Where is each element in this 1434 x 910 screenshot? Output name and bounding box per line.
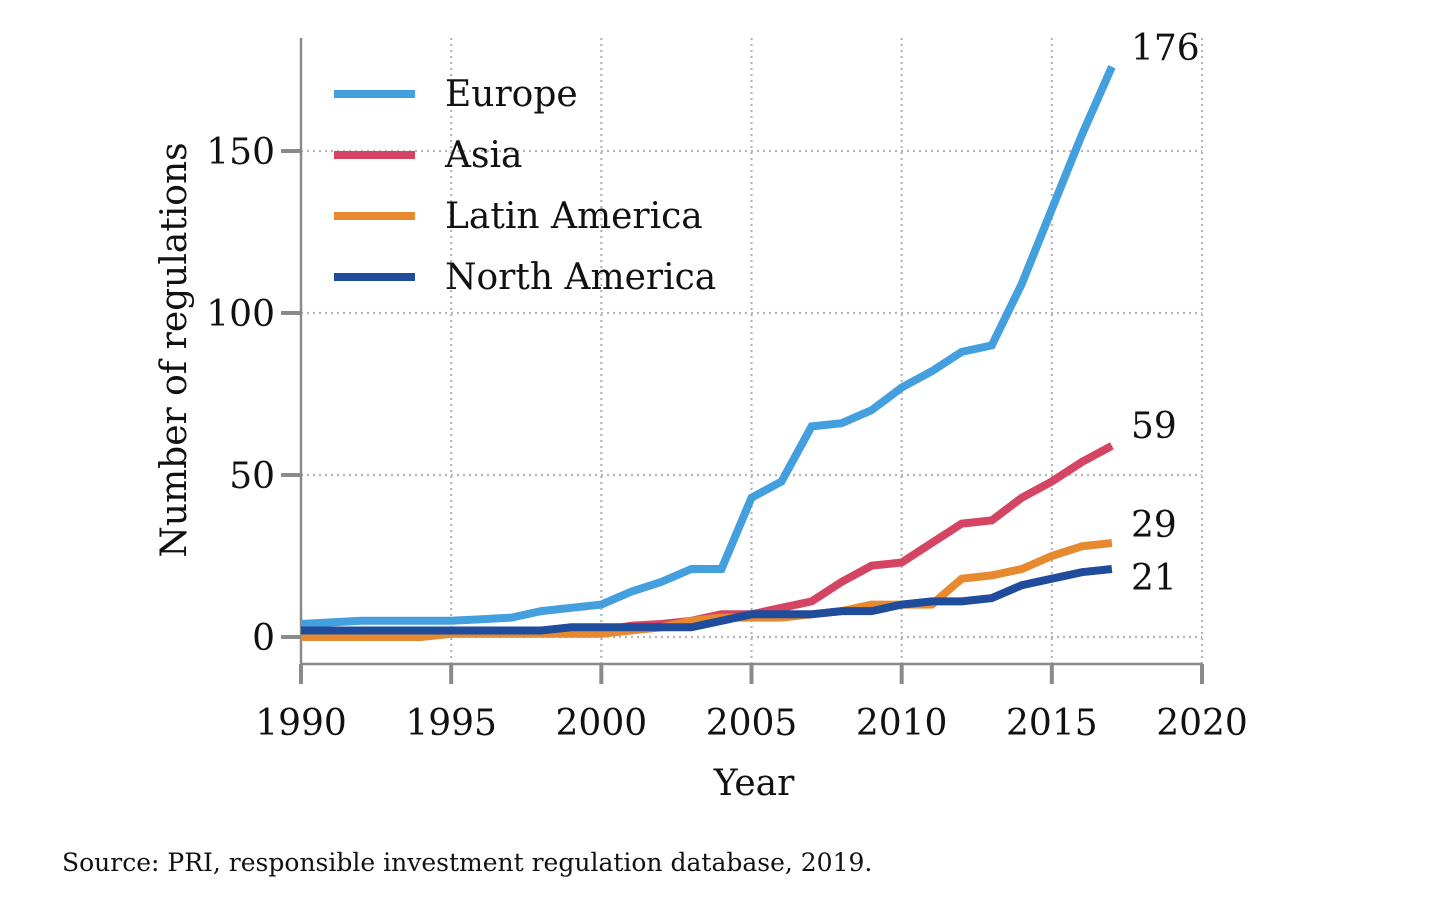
x-tick-label: 1990	[255, 703, 347, 744]
x-axis-title: Year	[713, 763, 795, 804]
series-line-europe	[300, 65, 1116, 628]
grid	[301, 38, 1204, 664]
end-label: 176	[1131, 28, 1200, 69]
legend-item: Asia	[334, 135, 522, 176]
series-line-asia	[301, 442, 1114, 635]
legend-item: Europe	[334, 74, 578, 115]
legend-label: North America	[445, 257, 716, 298]
y-tick-label: 100	[206, 294, 275, 335]
end-label: 29	[1131, 505, 1177, 546]
axes: 1990 1995 2000 2005 2010 2015 2020 0 50 100 150	[206, 38, 1248, 744]
x-tick-label: 2020	[1156, 703, 1248, 744]
legend-label: Latin America	[445, 196, 703, 237]
series-lines	[300, 65, 1116, 641]
end-labels: 176 59 29 21	[1131, 28, 1200, 599]
x-tick-label: 2010	[856, 703, 948, 744]
y-tick-label: 50	[229, 456, 275, 497]
x-tick-label: 1995	[405, 703, 497, 744]
y-axis-title: Number of regulations	[154, 142, 195, 557]
end-label: 21	[1131, 558, 1177, 599]
legend-item: North America	[334, 257, 716, 298]
x-tick-label: 2000	[556, 703, 648, 744]
series-line-latin-america	[301, 539, 1113, 641]
legend: Europe Asia Latin America North America	[334, 74, 716, 298]
x-tick-label: 2005	[706, 703, 798, 744]
y-tick-label: 0	[252, 618, 275, 659]
legend-item: Latin America	[334, 196, 703, 237]
legend-label: Europe	[445, 74, 578, 115]
legend-label: Asia	[444, 135, 522, 176]
y-tick-label: 150	[206, 132, 275, 173]
series-line-north-america	[301, 565, 1113, 635]
end-label: 59	[1131, 406, 1177, 447]
x-tick-label: 2015	[1006, 703, 1098, 744]
line-chart: 1990 1995 2000 2005 2010 2015 2020 0 50 100 150 17…	[154, 28, 1248, 804]
source-note: Source: PRI, responsible investment regu…	[62, 848, 873, 877]
